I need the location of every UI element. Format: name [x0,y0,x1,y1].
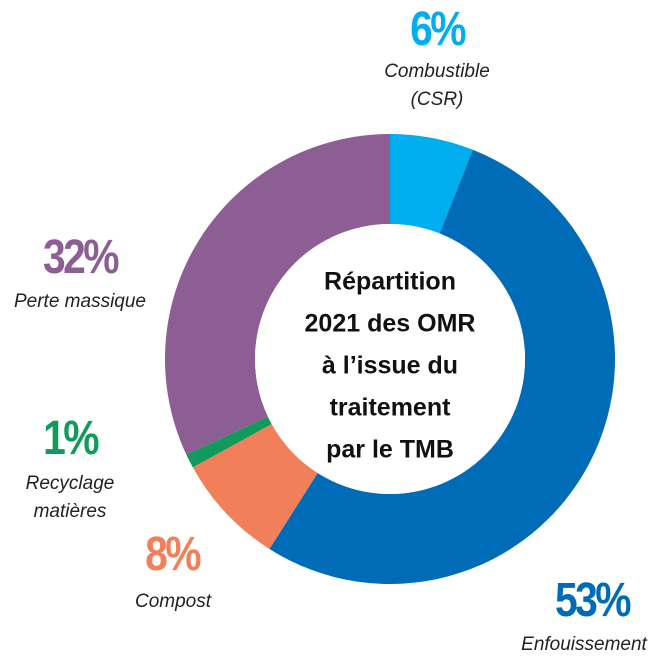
category-label: Perte massique [13,291,146,312]
center-title: à l’issue du [322,352,458,380]
donut-segment [269,149,615,584]
donut-segment [192,424,318,549]
percent-label: 6% [410,3,466,56]
donut-segment [186,416,272,468]
percent-label: 8% [145,528,201,581]
center-title: traitement [330,394,452,422]
center-title: Répartition [324,268,456,296]
category-label: Recyclage matières [25,473,115,522]
percent-label: 1% [43,412,99,465]
donut-segment [390,134,473,234]
category-label: Combustible (CSR) [384,61,490,110]
percent-label: 32% [42,231,120,284]
category-label: Enfouissement [521,634,647,655]
center-title: par le TMB [326,436,454,464]
center-title: 2021 des OMR [305,310,476,338]
donut-segment [164,134,390,455]
percent-label: 53% [554,574,632,627]
category-label: Compost [134,591,212,612]
donut-hole [255,224,525,494]
